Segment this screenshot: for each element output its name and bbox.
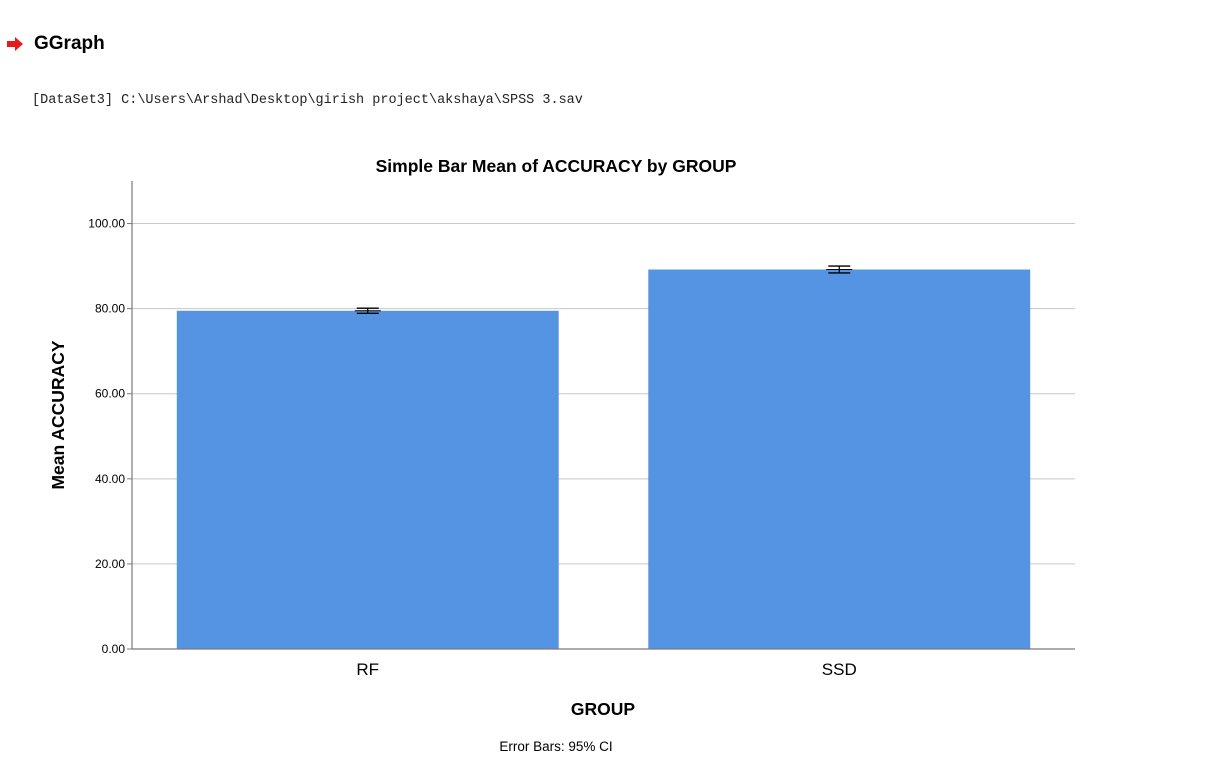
y-tick-label: 20.00 [95, 557, 125, 571]
x-tick-label: SSD [822, 660, 857, 679]
y-tick-labels: 0.00 20.00 40.00 60.00 80.00 100.00 [88, 217, 125, 656]
y-tick-label: 0.00 [102, 642, 126, 656]
dataset-path: [DataSet3] C:\Users\Arshad\Desktop\giris… [32, 93, 583, 108]
x-axis-title: GROUP [571, 699, 636, 719]
y-tick-label: 80.00 [95, 302, 125, 316]
bar-chart: Simple Bar Mean of ACCURACY by GROUP 0.0… [48, 156, 1075, 754]
x-tick-label: RF [356, 660, 379, 679]
error-bar-footnote: Error Bars: 95% CI [499, 739, 612, 754]
y-axis-title: Mean ACCURACY [48, 340, 68, 489]
bars [176, 269, 1031, 649]
y-tick-label: 100.00 [88, 217, 125, 231]
output-header: GGraph [6, 31, 105, 57]
axes [127, 181, 1075, 650]
error-bars [354, 265, 853, 315]
output-title: GGraph [34, 33, 105, 54]
x-tick-labels: RF SSD [356, 660, 856, 679]
chart-title: Simple Bar Mean of ACCURACY by GROUP [376, 156, 737, 176]
bar [176, 310, 559, 649]
y-tick-label: 40.00 [95, 472, 125, 486]
bar [648, 269, 1031, 649]
y-tick-label: 60.00 [95, 387, 125, 401]
red-arrow-right-icon [7, 37, 23, 51]
